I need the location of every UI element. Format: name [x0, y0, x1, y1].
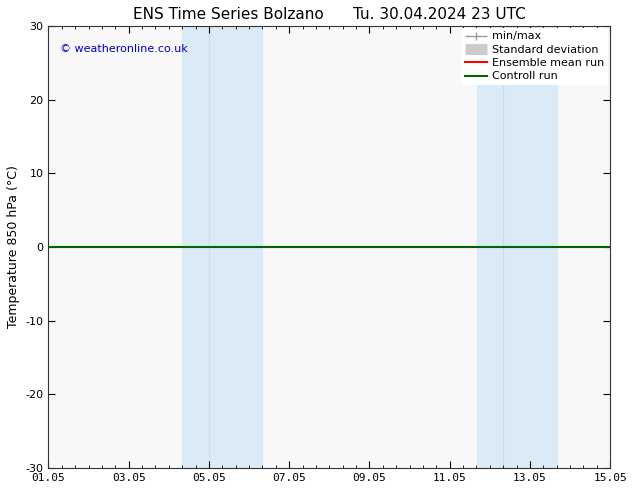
Text: © weatheronline.co.uk: © weatheronline.co.uk	[60, 44, 188, 53]
Title: ENS Time Series Bolzano      Tu. 30.04.2024 23 UTC: ENS Time Series Bolzano Tu. 30.04.2024 2…	[133, 7, 526, 22]
Bar	[477, 26, 557, 468]
Y-axis label: Temperature 850 hPa (°C): Temperature 850 hPa (°C)	[7, 166, 20, 328]
Bar	[182, 26, 262, 468]
Legend: min/max, Standard deviation, Ensemble mean run, Controll run: min/max, Standard deviation, Ensemble me…	[462, 28, 608, 85]
